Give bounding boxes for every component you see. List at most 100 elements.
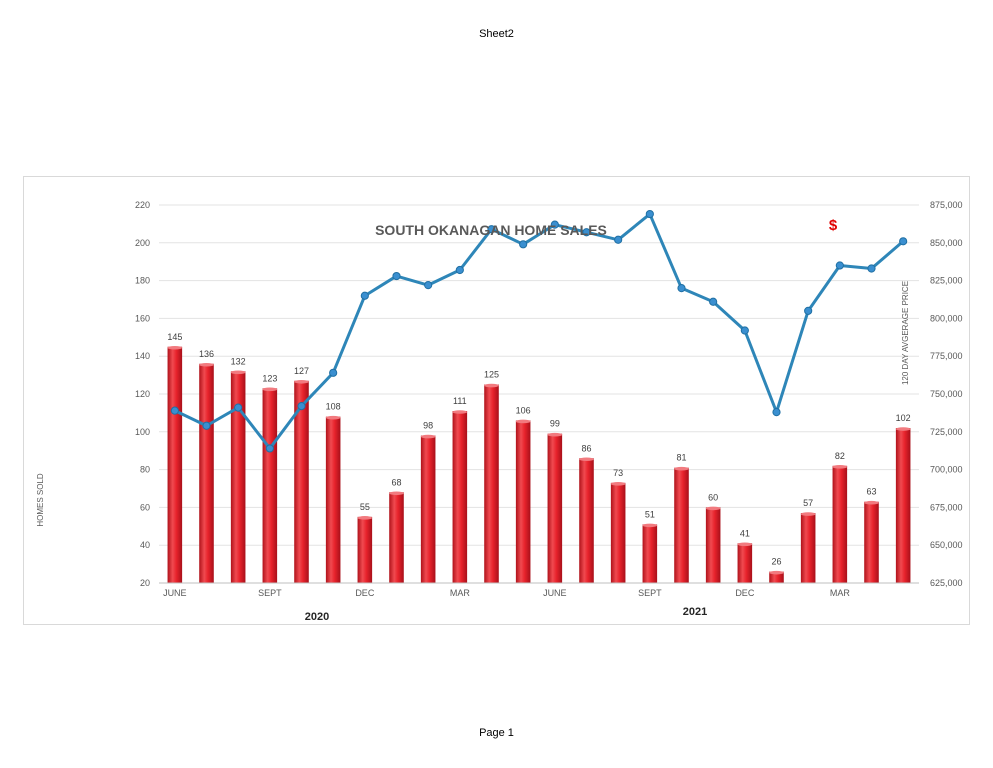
bar-data-label: 81 [676,453,686,463]
price-point [234,403,243,412]
y2-axis-title: 120 DAY AVGERAGE PRICE [901,281,910,385]
chart-area: 145 136 132 123 127 108 55 68 98 111 125 106 99 86 73 5… [23,176,970,625]
bar-cap [547,432,563,437]
bar-cap [832,465,848,469]
price-point [265,444,274,453]
bar [357,516,373,583]
bar-cap [895,427,911,431]
bar-data-label: 86 [581,443,591,453]
chart-title: SOUTH OKANAGAN HOME SALES [375,222,607,238]
price-point [804,306,813,315]
bar-data-label: 106 [516,405,531,415]
year-label-2021: 2021 [683,606,707,618]
y-tick-label: 220 [135,200,150,210]
y-tick-label: 160 [135,313,150,323]
bar-data-label: 99 [550,419,560,429]
price-point [550,220,559,229]
sheet-name: Sheet2 [479,28,514,40]
bar [769,571,784,583]
y-tick-label: 40 [140,540,150,550]
bar-data-label: 125 [484,370,499,380]
chart-svg: 145 136 132 123 127 108 55 68 98 111 125 106 99 86 73 5… [36,200,963,623]
bar [705,507,721,583]
y2-tick-label: 725,000 [930,427,963,437]
bar-cap [230,370,246,375]
bar-cap [262,387,278,392]
y-tick-label: 200 [135,238,150,248]
y-tick-label: 20 [140,578,150,588]
y2-tick-label: 850,000 [930,238,963,248]
price-point [740,326,749,335]
bar-cap [325,415,341,420]
bar [864,501,879,583]
bar [262,388,278,583]
x-tick-label: DEC [735,588,755,598]
bar-data-label: 41 [740,528,750,538]
bar-data-label: 123 [262,373,277,383]
bar-cap [610,482,626,486]
bar [420,435,436,583]
bar-data-label: 98 [423,421,433,431]
price-point [645,209,654,219]
y2-tick-label: 800,000 [930,313,963,323]
price-point [709,297,718,306]
price-point [487,225,496,234]
price-point [677,284,686,293]
price-point [614,235,623,244]
x-tick-label: DEC [355,588,375,598]
price-point [297,401,306,411]
bar [895,428,911,583]
bar-cap [864,500,879,505]
price-point [899,237,908,246]
bar-data-label: 63 [866,487,876,497]
y2-tick-label: 875,000 [930,200,963,210]
y2-tick-label: 775,000 [930,351,963,361]
y-tick-label: 100 [135,427,150,437]
bar [199,363,214,583]
bar-data-label: 136 [199,349,214,359]
price-point [772,408,781,417]
y-tick-label: 140 [135,351,150,361]
x-tick-label: SEPT [638,588,662,598]
bar [484,384,499,583]
price-point [519,240,528,249]
bar-data-label: 26 [771,557,781,567]
bar [674,467,689,583]
price-point [360,291,369,300]
bar-data-label: 132 [231,356,246,366]
price-point [835,261,844,270]
bar-cap [642,523,658,528]
price-point [392,271,401,281]
bar-data-label: 102 [896,413,911,423]
axes: 20 40 60 80 100 120 140 160 180 200 220 625,000 650,… [135,200,963,598]
bar-cap [389,491,404,496]
x-tick-label: MAR [450,588,471,598]
price-point [455,265,464,275]
bar-data-label: 82 [835,451,845,461]
x-tick-label: SEPT [258,588,282,598]
bar-cap [515,419,531,424]
bar-cap [737,542,753,547]
bar-cap [452,410,468,414]
bar [294,380,309,583]
y-axis-title: HOMES SOLD [36,473,45,527]
bar-cap [579,457,594,462]
bar [610,482,626,583]
bar-cap [800,512,816,516]
bar [547,433,563,583]
x-tick-label: JUNE [163,588,187,598]
bar-data-label: 108 [326,402,341,412]
year-label-2020: 2020 [305,611,329,623]
bar [452,411,468,583]
x-tick-label: MAR [830,588,851,598]
y2-tick-label: 650,000 [930,540,963,550]
bar-cap [420,434,436,439]
price-point [329,368,338,377]
y-tick-label: 120 [135,389,150,399]
dollar-annotation: $ [829,217,838,234]
gridlines [159,204,919,584]
y2-tick-label: 625,000 [930,578,963,588]
bar-data-label: 51 [645,509,655,519]
y-tick-label: 80 [140,465,150,475]
price-line [174,212,905,450]
